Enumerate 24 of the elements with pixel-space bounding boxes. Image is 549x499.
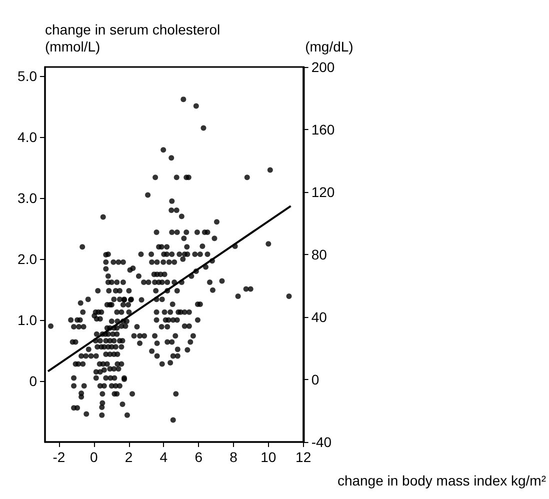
x-tick-label: -2	[52, 449, 66, 465]
y-tick-label: 5.0	[18, 68, 38, 84]
y-tick-label: 3.0	[18, 190, 38, 206]
x-axis-title: change in body mass index kg/m²	[337, 472, 546, 488]
y2-tick-label: 120	[311, 184, 335, 200]
x-tick-label: 4	[160, 449, 168, 465]
y2-axis-title: (mg/dL)	[305, 38, 354, 54]
y2-tick-label: 0	[311, 372, 320, 388]
y2-tick-label: 200	[311, 59, 335, 75]
y-axis-title: change in serum cholesterol (mmol/L)	[45, 22, 220, 54]
x-tick-label: 10	[260, 449, 276, 465]
y-tick-label: 4.0	[18, 129, 38, 146]
x-tick-label: 12	[296, 449, 312, 465]
x-tick-label: 2	[124, 449, 133, 465]
y2-tick-label: 40	[311, 309, 328, 325]
y2-tick-label: 160	[311, 122, 335, 138]
y2-tick-label: -40	[311, 434, 332, 450]
x-tick-label: 8	[230, 449, 238, 465]
y-tick-label: 2.0	[18, 251, 38, 268]
x-tick-label: 6	[194, 449, 203, 465]
y-tick-label: 0	[29, 373, 38, 390]
y-tick-label: 1.0	[18, 312, 38, 328]
y2-tick-label: 80	[311, 246, 328, 262]
x-tick-label: 0	[90, 449, 98, 465]
